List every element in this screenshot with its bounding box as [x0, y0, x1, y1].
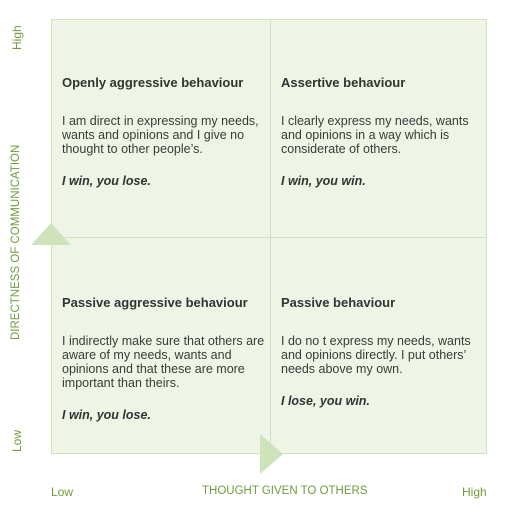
quadrant-motto: I win, you lose.	[62, 174, 151, 188]
horizontal-divider	[52, 237, 486, 238]
quadrant-grid	[51, 19, 487, 454]
arrow-up-icon	[31, 223, 71, 245]
quadrant-openly-aggressive: Openly aggressive behaviour I am direct …	[62, 75, 267, 188]
quadrant-passive-aggressive: Passive aggressive behaviour I indirectl…	[62, 295, 267, 422]
quadrant-motto: I win, you win.	[281, 174, 366, 188]
quadrant-description: I clearly express my needs, wants and op…	[281, 114, 469, 156]
quadrant-passive: Passive behaviour I do no t express my n…	[281, 295, 486, 408]
x-axis-high-label: High	[462, 485, 487, 499]
quadrant-assertive: Assertive behaviour I clearly express my…	[281, 75, 486, 188]
x-axis-title: THOUGHT GIVEN TO OTHERS	[202, 485, 368, 497]
y-axis-title: DIRECTNESS OF COMMUNICATION	[10, 144, 22, 340]
quadrant-motto: I lose, you win.	[281, 394, 370, 408]
quadrant-motto: I win, you lose.	[62, 408, 151, 422]
quadrant-title: Passive aggressive behaviour	[62, 295, 248, 310]
arrow-right-icon	[260, 434, 283, 474]
y-axis-low-label: Low	[10, 429, 24, 452]
quadrant-title: Assertive behaviour	[281, 75, 406, 90]
quadrant-description: I indirectly make sure that others are a…	[62, 334, 265, 390]
quadrant-title: Passive behaviour	[281, 295, 396, 310]
vertical-divider	[270, 20, 271, 453]
quadrant-description: I do no t express my needs, wants and op…	[281, 334, 471, 376]
x-axis-low-label: Low	[51, 485, 74, 499]
y-axis-high-label: High	[10, 25, 24, 50]
quadrant-description: I am direct in expressing my needs, want…	[62, 114, 259, 156]
quadrant-title: Openly aggressive behaviour	[62, 75, 244, 90]
